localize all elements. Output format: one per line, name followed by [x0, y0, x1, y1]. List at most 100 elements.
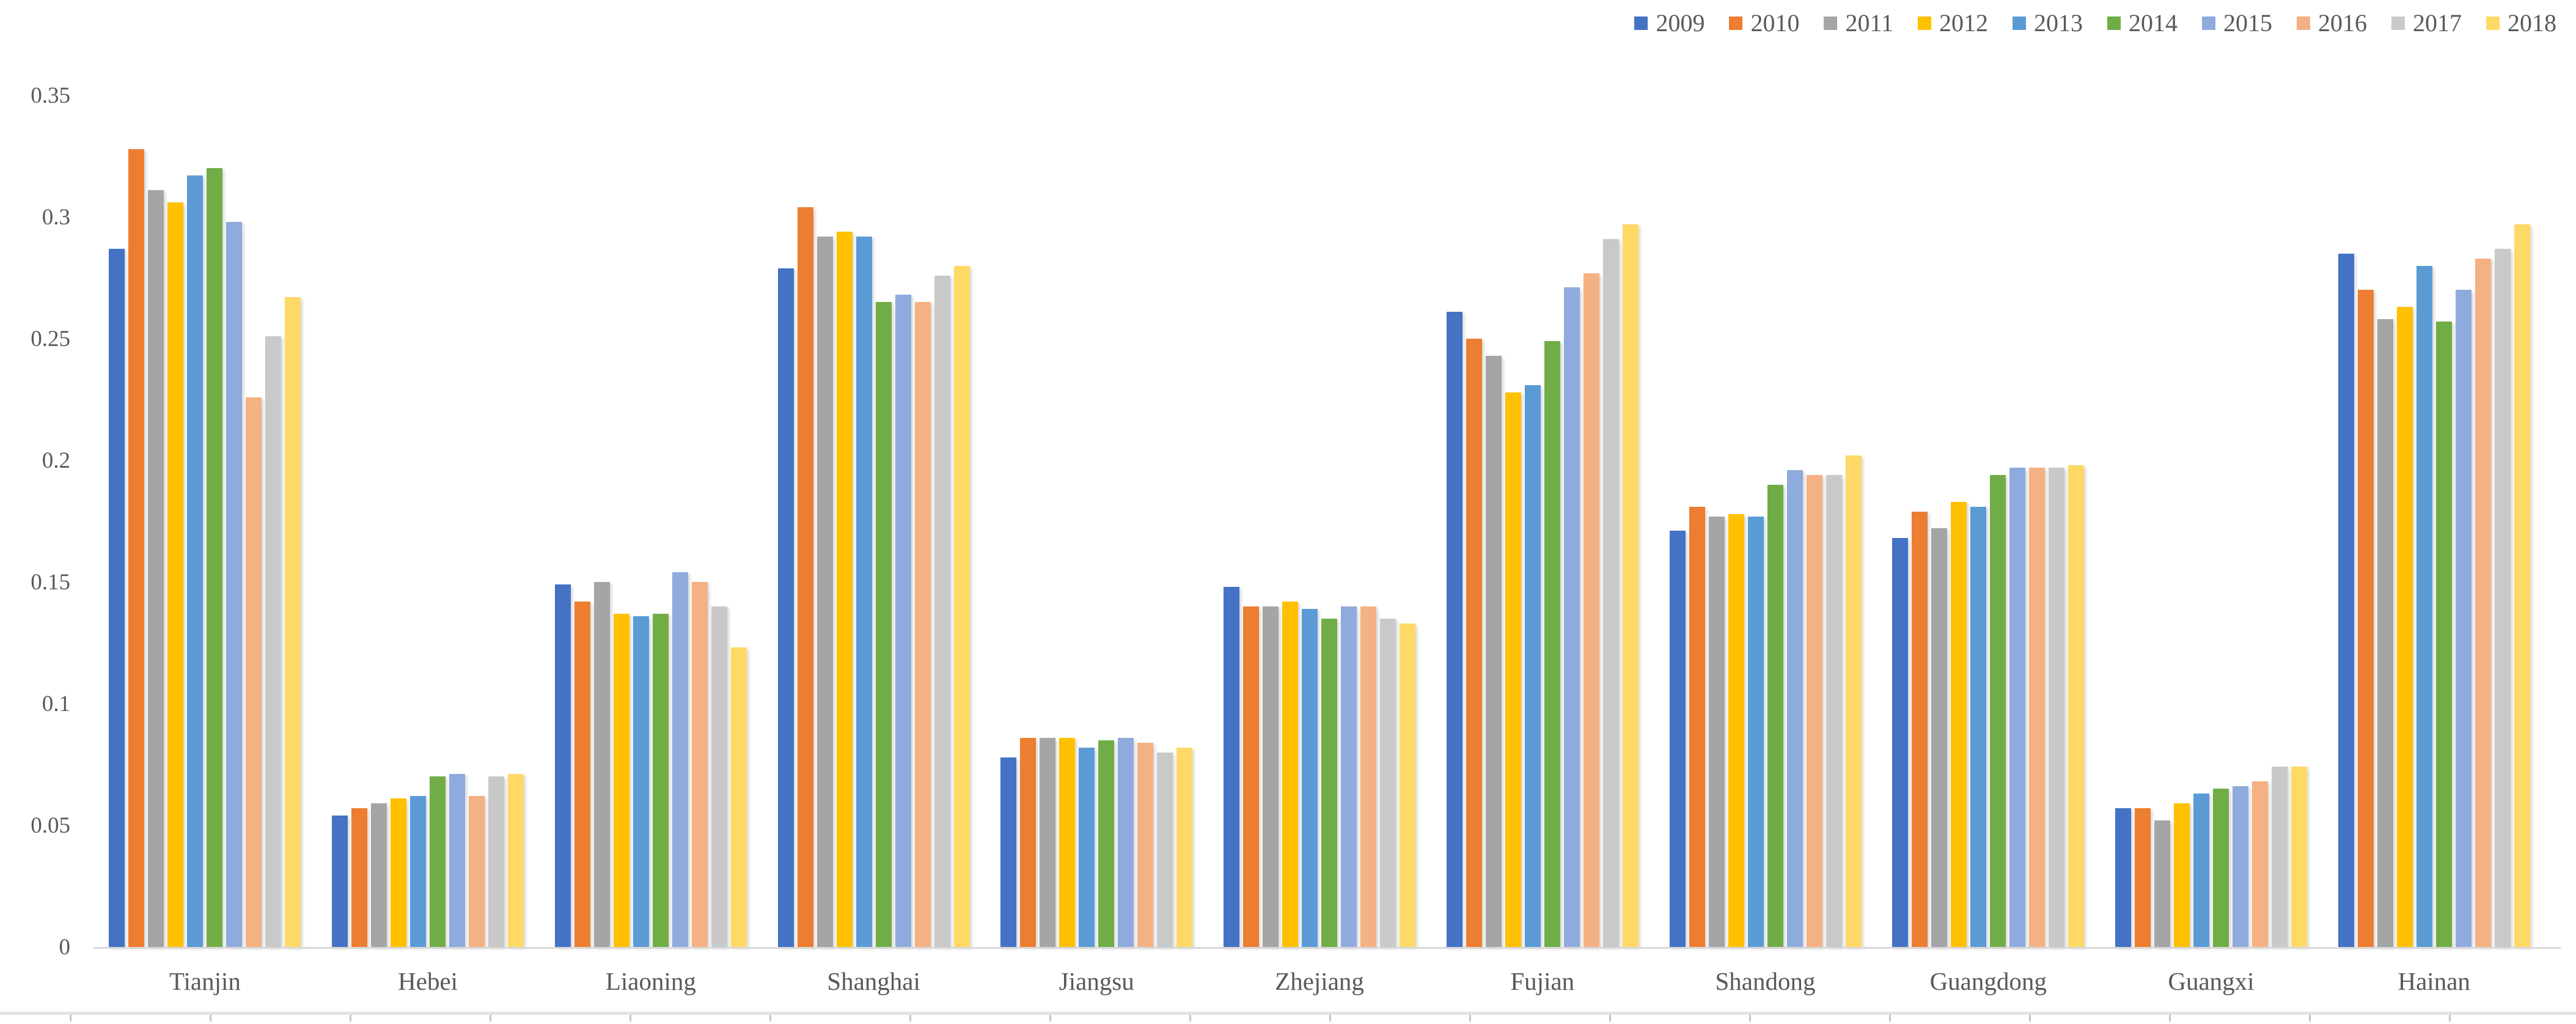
- bar-2018-shanghai: [953, 266, 970, 947]
- bar-2013-jiangsu: [1079, 748, 1095, 947]
- bottom-line-tick: [2309, 1015, 2311, 1022]
- x-axis-line: [94, 947, 2561, 949]
- bar-2015-jiangsu: [1118, 738, 1134, 947]
- bar-group-liaoning: [539, 95, 762, 947]
- legend-label: 2012: [1939, 9, 1988, 37]
- legend-label: 2018: [2508, 9, 2556, 37]
- bar-2013-hainan: [2416, 266, 2432, 947]
- bar-2012-shandong: [1728, 514, 1744, 947]
- bar-2016-shandong: [1806, 475, 1822, 947]
- legend-swatch-icon: [2013, 17, 2026, 30]
- x-axis-label-guangxi: Guangxi: [2168, 967, 2255, 995]
- bar-2015-tianjin: [226, 222, 243, 947]
- bar-2016-guangxi: [2251, 781, 2268, 947]
- bar-2018-jiangsu: [1176, 748, 1193, 947]
- bar-2014-hainan: [2435, 322, 2452, 947]
- bar-2012-jiangsu: [1059, 738, 1076, 947]
- legend-swatch-icon: [1634, 17, 1648, 30]
- legend-label: 2009: [1656, 9, 1705, 37]
- legend-label: 2010: [1750, 9, 1800, 37]
- legend-swatch-icon: [2391, 17, 2405, 30]
- bar-2018-zhejiang: [1400, 624, 1416, 947]
- bottom-line-tick: [1189, 1015, 1191, 1022]
- bar-2014-fujian: [1544, 341, 1560, 947]
- bar-2009-guangxi: [2115, 808, 2131, 947]
- bar-2012-guangxi: [2173, 803, 2190, 947]
- bar-2018-shandong: [1845, 455, 1862, 947]
- y-axis: 0 0.05 0.1 0.15 0.2 0.25 0.3 0.35: [0, 0, 70, 1024]
- legend-swatch-icon: [2486, 17, 2500, 30]
- bottom-line-tick: [629, 1015, 631, 1022]
- bar-2012-liaoning: [613, 614, 629, 947]
- bar-2015-fujian: [1563, 287, 1580, 947]
- bar-2014-shandong: [1767, 485, 1783, 947]
- legend-swatch-icon: [2297, 17, 2310, 30]
- bar-2012-hebei: [391, 798, 407, 947]
- y-axis-tick-label: 0.15: [31, 570, 70, 595]
- bar-2016-tianjin: [246, 397, 262, 947]
- bar-2010-tianjin: [128, 149, 145, 947]
- bar-2018-tianjin: [285, 297, 301, 947]
- y-axis-tick-label: 0: [59, 935, 71, 960]
- bar-2017-fujian: [1602, 239, 1619, 947]
- bar-2017-hainan: [2494, 249, 2511, 947]
- bar-2016-hainan: [2475, 259, 2491, 947]
- bottom-line-tick: [1889, 1015, 1891, 1022]
- bar-2018-guangdong: [2068, 465, 2085, 947]
- bar-2015-shanghai: [895, 295, 911, 947]
- legend-label: 2017: [2413, 9, 2462, 37]
- bar-2017-zhejiang: [1380, 619, 1396, 947]
- bar-2017-hebei: [488, 776, 505, 947]
- bottom-line-tick: [2449, 1015, 2451, 1022]
- x-axis-label-tianjin: Tianjin: [169, 967, 241, 995]
- x-axis-label-guangdong: Guangdong: [1929, 967, 2047, 995]
- bar-2011-hainan: [2377, 319, 2393, 947]
- bottom-line-tick: [210, 1015, 211, 1022]
- bar-2014-shanghai: [875, 302, 892, 947]
- bar-2011-jiangsu: [1040, 738, 1056, 947]
- bar-2013-liaoning: [633, 616, 649, 947]
- bar-2009-fujian: [1446, 312, 1462, 947]
- bar-2012-tianjin: [167, 202, 184, 947]
- bar-2010-jiangsu: [1020, 738, 1037, 947]
- bar-2010-fujian: [1466, 339, 1482, 947]
- x-axis-labels: Tianjin Hebei Liaoning Shanghai Jiangsu Zheji…: [94, 967, 2545, 995]
- bar-2009-hebei: [332, 816, 348, 947]
- x-axis-label-shanghai: Shanghai: [827, 967, 920, 995]
- bar-2013-guangdong: [1970, 507, 1987, 947]
- legend-swatch-icon: [1729, 17, 1743, 30]
- bar-2009-hainan: [2338, 254, 2354, 947]
- bar-2017-shanghai: [934, 276, 950, 947]
- chart-legend: 2009 2010 2011 2012 2013 2014 2015 2016 2017 2018: [1634, 11, 2556, 35]
- bar-2011-zhejiang: [1263, 606, 1279, 947]
- bar-2014-jiangsu: [1098, 740, 1115, 947]
- legend-item-2014: 2014: [2107, 11, 2178, 35]
- legend-label: 2011: [1845, 9, 1893, 37]
- bar-2012-zhejiang: [1282, 602, 1299, 947]
- bottom-line-tick: [2169, 1015, 2171, 1022]
- bar-2016-shanghai: [914, 302, 931, 947]
- bar-2011-shandong: [1708, 517, 1725, 947]
- bar-2010-hebei: [351, 808, 368, 947]
- bar-2014-liaoning: [652, 614, 669, 947]
- bar-group-guangdong: [1877, 95, 2100, 947]
- bar-2014-guangxi: [2212, 789, 2229, 947]
- bar-group-shandong: [1654, 95, 1877, 947]
- bar-2010-shanghai: [797, 207, 813, 947]
- bar-2009-shandong: [1669, 531, 1686, 947]
- bottom-line-tick: [1609, 1015, 1611, 1022]
- bar-group-jiangsu: [985, 95, 1208, 947]
- bar-2012-hainan: [2396, 307, 2413, 947]
- x-axis-label-jiangsu: Jiangsu: [1059, 967, 1134, 995]
- legend-item-2017: 2017: [2391, 11, 2462, 35]
- legend-item-2016: 2016: [2297, 11, 2367, 35]
- bottom-line-tick: [70, 1015, 72, 1022]
- legend-swatch-icon: [1918, 17, 1931, 30]
- y-axis-tick-label: 0.3: [42, 205, 70, 230]
- bottom-line-tick: [1329, 1015, 1331, 1022]
- bar-group-fujian: [1431, 95, 1654, 947]
- bar-2011-guangxi: [2154, 820, 2170, 947]
- legend-item-2013: 2013: [2013, 11, 2083, 35]
- legend-item-2018: 2018: [2486, 11, 2556, 35]
- legend-item-2009: 2009: [1634, 11, 1704, 35]
